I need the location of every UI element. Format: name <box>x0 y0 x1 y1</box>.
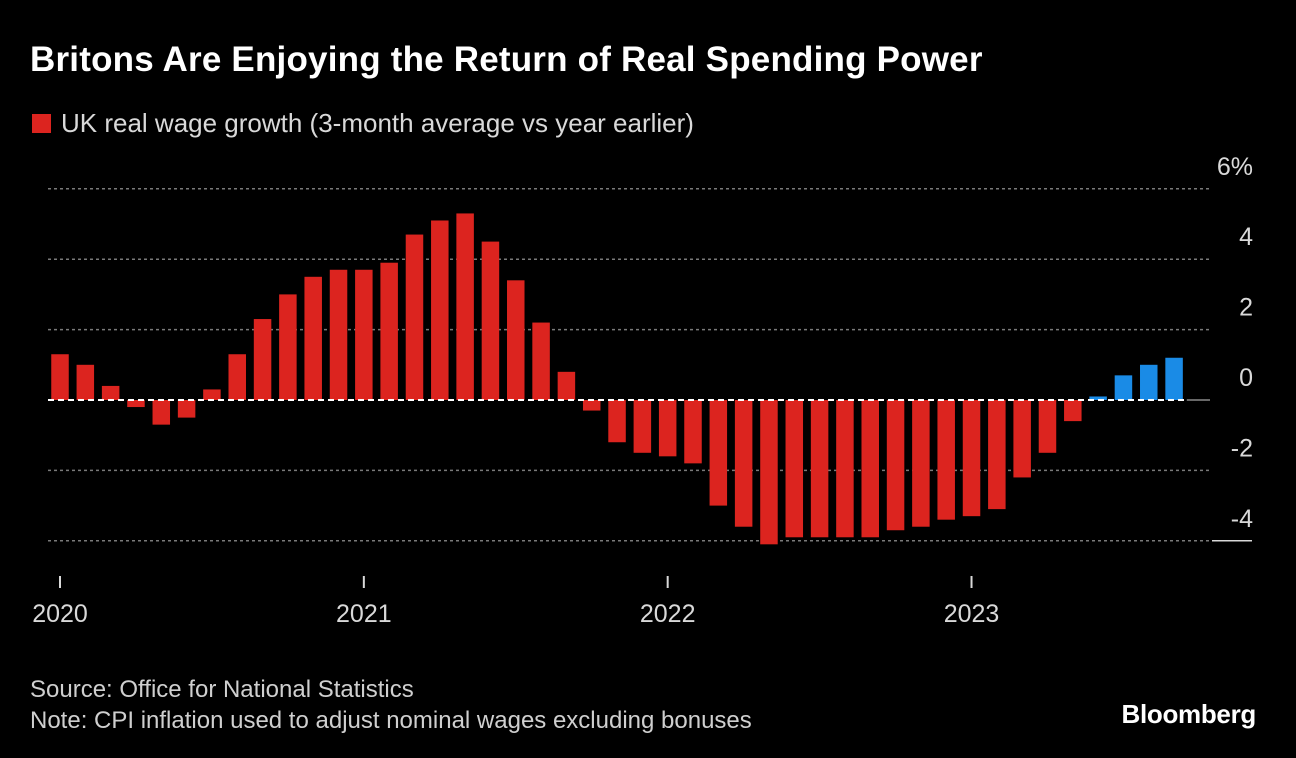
y-tick-label: 4 <box>1239 223 1253 251</box>
bar <box>355 269 373 400</box>
bar <box>1140 364 1158 400</box>
y-tick-label: 6% <box>1217 153 1253 181</box>
bar <box>886 400 905 531</box>
bar <box>1013 400 1031 478</box>
x-tick-label: 2022 <box>640 600 696 628</box>
bar <box>1165 357 1183 400</box>
bar <box>633 400 652 453</box>
bar <box>1038 400 1057 453</box>
bar <box>203 389 221 400</box>
bar <box>152 400 171 425</box>
bar <box>279 294 297 400</box>
bloomberg-logo: Bloomberg <box>1121 699 1256 729</box>
bar <box>709 400 728 506</box>
bar <box>380 262 398 400</box>
legend: UK real wage growth (3-month average vs … <box>32 108 694 139</box>
bar <box>507 280 525 400</box>
bar <box>1064 400 1082 422</box>
bar <box>937 400 955 520</box>
y-tick-label: -4 <box>1231 505 1253 533</box>
bar <box>405 234 424 400</box>
bar <box>1089 396 1107 400</box>
bar <box>836 400 854 538</box>
bar <box>329 269 348 400</box>
bar <box>253 319 272 400</box>
bar <box>228 354 246 400</box>
bar <box>582 400 601 411</box>
bar <box>304 276 322 400</box>
source-note: Source: Office for National Statistics <box>30 676 414 703</box>
bar <box>1114 375 1133 400</box>
bar <box>658 400 677 457</box>
bar <box>431 220 449 400</box>
chart-title: Britons Are Enjoying the Return of Real … <box>30 40 983 79</box>
bar <box>532 322 550 400</box>
bar <box>912 400 930 527</box>
bar <box>177 400 196 418</box>
bar <box>481 241 500 400</box>
y-tick-label: 0 <box>1239 364 1253 392</box>
bar <box>861 400 879 538</box>
x-tick-label: 2021 <box>336 600 392 628</box>
x-tick-label: 2020 <box>32 600 88 628</box>
bar <box>962 400 981 517</box>
methodology-note: Note: CPI inflation used to adjust nomin… <box>30 707 752 734</box>
bar <box>810 400 829 538</box>
bar <box>557 371 576 400</box>
y-tick-label: 2 <box>1239 294 1253 322</box>
bar <box>684 400 702 464</box>
bar <box>760 400 778 545</box>
y-tick-label: -2 <box>1231 434 1253 462</box>
bar <box>734 400 753 527</box>
bar <box>456 213 474 400</box>
x-tick-label: 2023 <box>944 600 1000 628</box>
footer: Source: Office for National Statistics N… <box>30 674 752 736</box>
bar <box>608 400 626 443</box>
bar <box>785 400 804 538</box>
bar <box>127 400 145 408</box>
legend-swatch <box>32 114 51 133</box>
bar <box>101 385 120 400</box>
legend-label: UK real wage growth (3-month average vs … <box>61 108 694 138</box>
bar <box>988 400 1006 510</box>
bar <box>51 354 69 400</box>
bar <box>76 364 95 400</box>
